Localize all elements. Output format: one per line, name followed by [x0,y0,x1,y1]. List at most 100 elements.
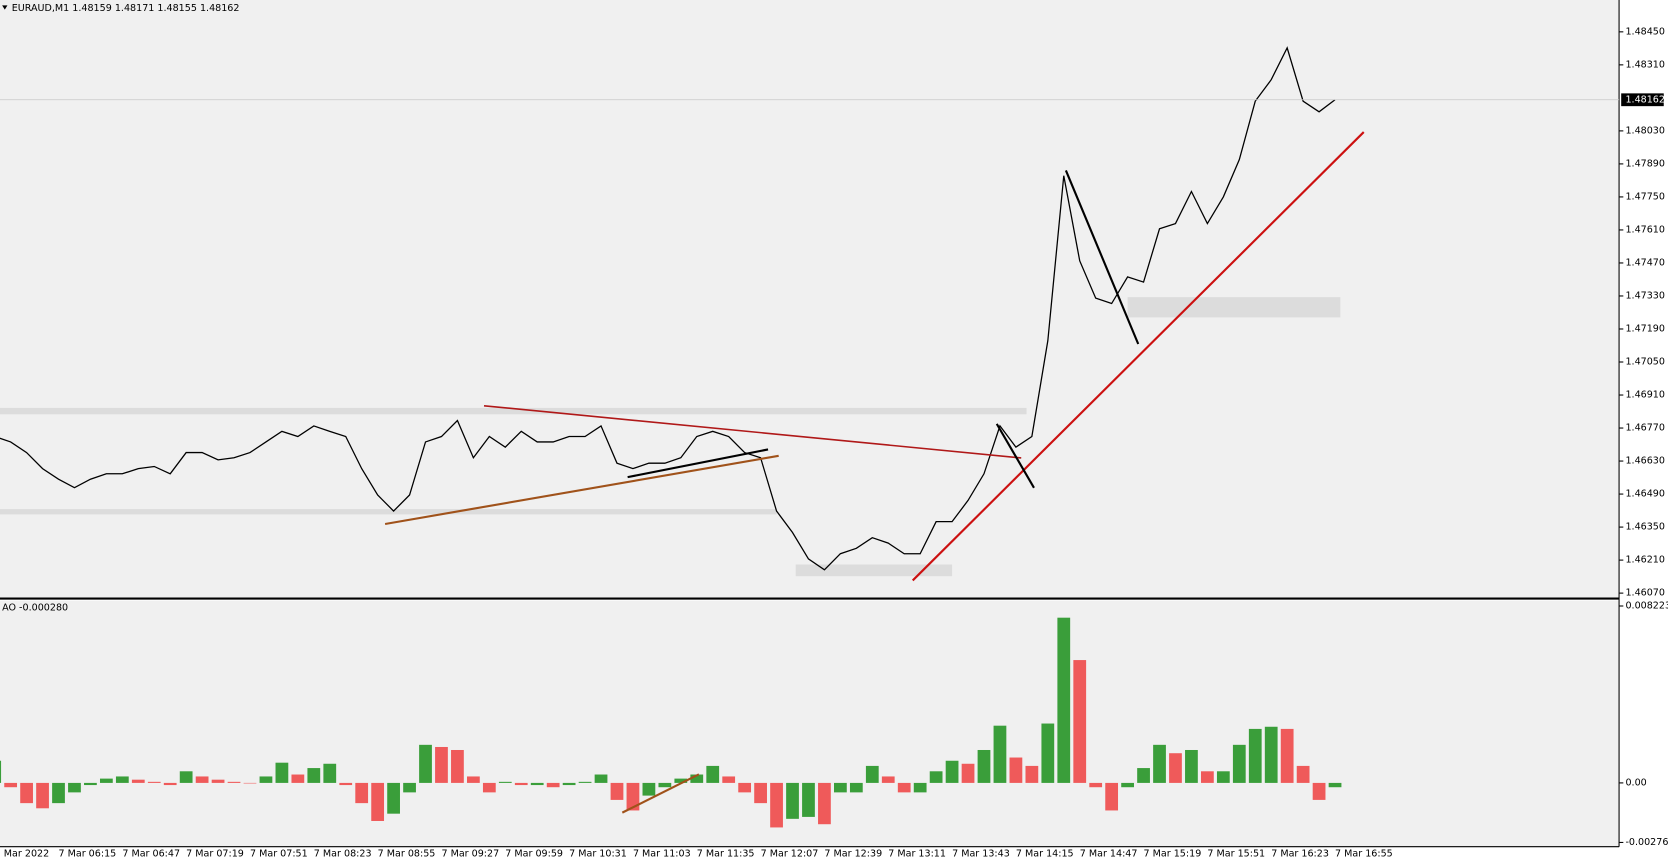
ao-bar [466,776,480,783]
y-tick-label: 1.46070 [1625,588,1665,599]
main-panel [0,0,1620,598]
ao-bar [259,776,273,783]
ao-bar [275,762,289,783]
ao-bar [1137,768,1150,783]
ao-bar [307,768,321,783]
ao-bar [1201,771,1214,783]
current-price-label: 1.48162 [1625,94,1665,105]
ao-bar [913,782,927,793]
ao-bar [84,782,97,786]
zone [795,564,953,577]
ao-bar [977,749,991,783]
ao-bar [1296,765,1310,783]
x-tick-label: 7 Mar 08:23 [314,849,372,860]
trendline [621,773,700,814]
ao-bar [115,776,129,783]
ao-bar [722,776,736,783]
ao-bar [690,774,704,783]
ao-bar [514,782,528,786]
ao-bar [179,771,193,783]
ao-bar [786,782,799,819]
ao-bar [706,765,720,783]
ao-bar [387,782,400,814]
x-tick-label: 7 Mar 09:27 [441,849,499,860]
trendline [1064,169,1140,345]
ao-bar [1041,723,1055,783]
ao-bar [818,782,831,825]
ao-bar [1169,753,1182,783]
ao-bar [594,774,608,783]
ao-bar [1248,728,1262,783]
x-tick-label: 7 Mar 11:35 [697,849,755,860]
menu-arrow[interactable] [2,5,8,10]
x-tick-label: 7 Mar 11:03 [633,849,691,860]
ao-bar [1185,749,1198,783]
ao-bar [897,782,911,793]
x-tick-label: 7 Mar 12:07 [761,849,819,860]
ao-bar [802,782,815,817]
trendline [911,131,1365,582]
ao-bar [1025,765,1039,783]
ao-bar [929,771,943,783]
ao-bar [227,781,241,783]
y-tick-label: 1.47190 [1625,323,1665,334]
trendline [384,454,779,526]
x-tick-label: 7 Mar 13:11 [888,849,946,860]
ao-bar [754,782,767,804]
ao-bar [1216,771,1230,783]
y-tick-label: 1.47750 [1625,191,1665,202]
y-tick-label: 1.47470 [1625,257,1665,268]
ao-bar [530,782,544,786]
ao-bar [68,782,81,793]
y-tick-label: 1.47330 [1625,290,1665,301]
ao-bar [195,776,209,783]
x-tick-label: 7 Mar 15:19 [1144,849,1202,860]
y-tick-label: 1.47890 [1625,158,1665,169]
x-tick-label: 7 Mar 15:51 [1207,849,1265,860]
x-tick-label: 7 Mar 2022 [0,849,49,860]
ao-bar [1121,782,1134,788]
ao-bar [562,782,576,786]
ao-bar [1105,782,1119,811]
ao-bar [323,763,337,783]
ao-bar [339,782,353,786]
x-tick-label: 7 Mar 06:15 [59,849,117,860]
ao-bar [849,782,863,793]
trendlines [384,131,1365,814]
ao-bar [770,782,783,828]
ao-bar [834,782,847,793]
x-tick-label: 7 Mar 13:43 [952,849,1010,860]
x-tick-label: 7 Mar 10:31 [569,849,627,860]
ao-bar [498,781,512,783]
ao-bar [1073,660,1087,783]
ao-bar [1328,782,1342,788]
ao-bar [482,782,496,793]
ao-bar [1057,617,1071,783]
x-tick-label: 7 Mar 14:47 [1080,849,1138,860]
y-tick-label: 0.008223 [1625,600,1668,611]
x-tick-label: 7 Mar 08:55 [378,849,436,860]
ao-bar [36,782,49,809]
y-tick-label: 1.47050 [1625,357,1665,368]
y-tick-label: 1.48310 [1625,59,1665,70]
ao-bar [546,782,560,788]
y-tick-label: 1.47610 [1625,224,1665,235]
x-tick-label: 7 Mar 06:47 [122,849,180,860]
x-tick-label: 7 Mar 12:39 [824,849,882,860]
ao-bar [291,774,305,783]
current-price-box [1621,93,1664,107]
price-line [0,46,1336,571]
y-tick-label: 1.48030 [1625,125,1665,136]
ao-bar [435,746,448,783]
x-tick-label: 7 Mar 07:51 [250,849,308,860]
ao-bar [674,778,688,783]
y-tick-label: 1.46350 [1625,522,1665,533]
y-tick-label: 1.46910 [1625,390,1665,401]
indicator-title: AO -0.000280 [2,603,68,614]
ao-bar [610,782,624,800]
trendline [627,448,769,479]
ao-bar [52,782,65,804]
chart-title: EURAUD,M1 1.48159 1.48171 1.48155 1.4816… [12,3,240,14]
ao-bar [4,782,18,788]
